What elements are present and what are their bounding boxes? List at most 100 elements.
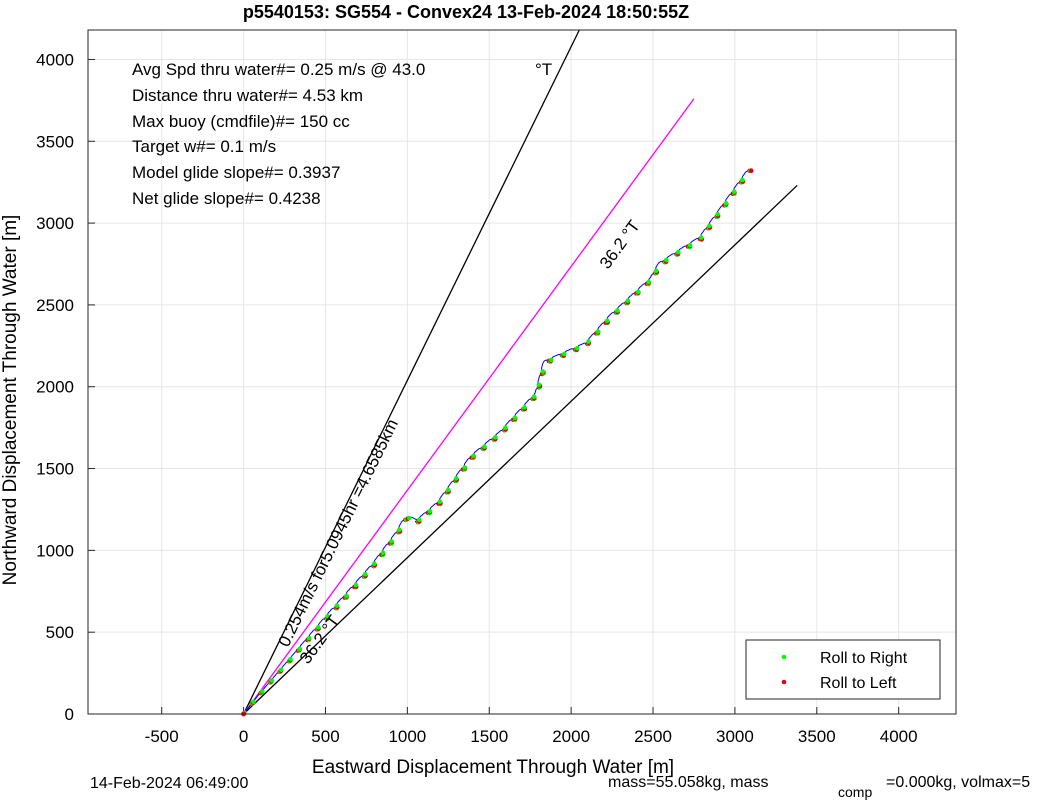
heading-line (243, 98, 695, 715)
roll-marker (416, 517, 422, 523)
y-tick-labels: 0 500 1000 1500 2000 2500 3000 3500 4000 (36, 50, 74, 724)
plot-frame (87, 29, 957, 715)
legend-label-right: Roll to Right (820, 650, 908, 667)
x-tick-label: -500 (145, 727, 179, 746)
x-tick-label: 1500 (470, 727, 508, 746)
roll-marker (707, 223, 712, 229)
mass-subscript: comp (838, 784, 872, 800)
roll-marker (625, 298, 631, 304)
roll-marker (353, 582, 359, 588)
roll-marker (493, 435, 498, 440)
roll-marker (698, 235, 704, 240)
stats-line: Distance thru water#= 4.53 km (132, 86, 363, 105)
roll-marker (306, 635, 312, 641)
roll-marker (325, 614, 330, 619)
roll-marker (586, 339, 591, 344)
roll-marker (482, 444, 487, 449)
roll-marker (362, 571, 368, 577)
roll-marker (675, 249, 681, 255)
heading-label: 36.2 °T (596, 217, 644, 273)
roll-marker (406, 515, 412, 521)
x-tick-label: 3000 (716, 727, 754, 746)
roll-marker (536, 382, 542, 388)
x-tick-label: 2000 (552, 727, 590, 746)
stats-line: Max buoy (cmdfile)#= 150 cc (132, 112, 350, 131)
bound-upper (243, 29, 580, 715)
roll-marker (251, 699, 256, 705)
roll-marker (715, 211, 720, 217)
stats-unit: °T (535, 60, 552, 79)
roll-marker (723, 201, 729, 206)
x-tick-label: 500 (311, 727, 339, 746)
roll-marker (278, 667, 284, 673)
roll-marker (297, 646, 303, 652)
stats-line: Avg Spd thru water#= 0.25 m/s @ 43.0 (132, 60, 425, 79)
roll-marker (471, 453, 476, 459)
y-axis-label: Northward Displacement Through Water [m] (0, 215, 21, 586)
y-tick-label: 500 (46, 623, 74, 642)
footer-timestamp: 14-Feb-2024 06:49:00 (90, 775, 248, 792)
roll-marker (740, 177, 745, 183)
roll-marker (437, 499, 443, 504)
legend-marker-left (781, 679, 787, 685)
roll-marker (595, 329, 601, 334)
roll-marker (334, 603, 340, 608)
stats-line: Net glide slope#= 0.4238 (132, 189, 321, 208)
bound-lower (243, 184, 798, 715)
roll-marker (731, 189, 737, 194)
roll-marker (615, 308, 620, 313)
y-tick-label: 0 (65, 705, 74, 724)
chart-title: p5540153: SG554 - Convex24 13-Feb-2024 1… (243, 2, 689, 22)
roll-marker (462, 465, 467, 470)
y-tick-label: 2000 (36, 378, 74, 397)
roll-marker (372, 561, 377, 566)
roll-marker (561, 351, 567, 357)
stats-block: Avg Spd thru water#= 0.25 m/s @ 43.0 °T … (132, 60, 552, 208)
roll-marker (512, 415, 518, 421)
roll-marker (604, 318, 610, 324)
roll-marker (445, 487, 451, 493)
roll-marker (574, 345, 580, 351)
mass-text: mass=55.058kg, mass (608, 774, 769, 791)
roll-markers (241, 168, 754, 717)
y-tick-label: 3500 (36, 132, 74, 151)
roll-marker (635, 289, 641, 295)
roll-marker (687, 242, 693, 248)
roll-marker (522, 405, 527, 410)
roll-marker (389, 539, 394, 544)
roll-marker (316, 624, 321, 630)
x-tick-label: 3500 (798, 727, 836, 746)
x-tick-label: 0 (239, 727, 248, 746)
legend-label-left: Roll to Left (820, 675, 897, 692)
roll-marker (454, 476, 459, 481)
reference-lines (243, 29, 798, 715)
roll-marker (380, 550, 386, 556)
x-tick-label: 1000 (388, 727, 426, 746)
summary-label: 0.254m/s for5.0945hr =4.6585km (275, 416, 402, 650)
mass-rest: =0.000kg, volmax=5 (886, 774, 1030, 791)
y-tick-label: 1000 (36, 541, 74, 560)
x-tick-label: 2500 (634, 727, 672, 746)
roll-marker (540, 369, 546, 374)
y-tick-label: 1500 (36, 460, 74, 479)
roll-marker (653, 268, 659, 274)
legend-box (745, 639, 941, 700)
roll-marker (260, 688, 265, 694)
stats-line: Target w#= 0.1 m/s (132, 137, 276, 156)
legend: Roll to Right Roll to Left (745, 639, 941, 700)
roll-marker (548, 357, 554, 363)
footer-mass: mass=55.058kg, mass comp =0.000kg, volmax=… (608, 774, 1030, 800)
roll-marker (531, 394, 537, 400)
x-tick-labels: -500 0 500 1000 1500 2000 2500 3000 3500 4000 (145, 727, 918, 746)
roll-marker (646, 279, 651, 285)
roll-marker (269, 678, 275, 683)
roll-marker (664, 257, 669, 263)
grid (88, 30, 956, 715)
y-tick-label: 3000 (36, 214, 74, 233)
roll-marker (427, 508, 433, 514)
y-tick-label: 4000 (36, 50, 74, 69)
roll-marker (748, 168, 754, 174)
x-axis-label: Eastward Displacement Through Water [m] (312, 757, 674, 778)
roll-marker (397, 527, 402, 533)
